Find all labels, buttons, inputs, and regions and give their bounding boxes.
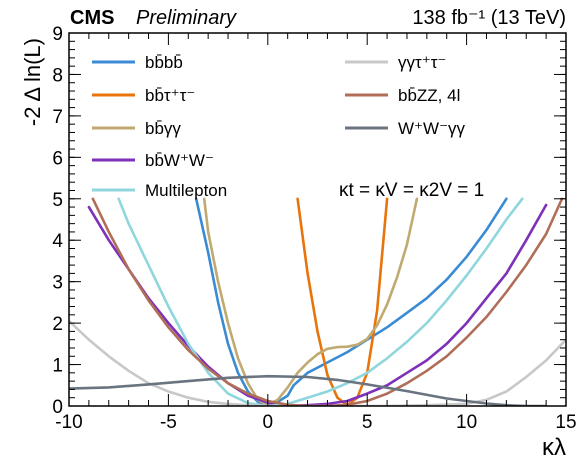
y-axis-label: -2 Δ ln(L)	[20, 38, 45, 126]
x-axis-label: κλ	[542, 434, 566, 461]
x-tick-label: -5	[160, 412, 177, 433]
series-line-4	[117, 197, 524, 406]
y-tick-label: 0	[52, 397, 63, 418]
legend-entry-label: Multilepton	[145, 181, 227, 200]
y-tick-label: 8	[52, 65, 63, 86]
coupling-annotation: κt = κV = κ2V = 1	[339, 180, 484, 201]
legend-entry-label: bb̄γγ	[145, 119, 181, 138]
legend-entry-label: bb̄ZZ, 4l	[398, 86, 460, 105]
y-tick-label: 4	[52, 231, 63, 252]
x-tick-label: 0	[263, 412, 274, 433]
y-tick-label: 3	[52, 273, 63, 294]
legend-entry-label: bb̄bb̄	[145, 53, 183, 72]
series-line-0	[194, 197, 508, 406]
series-line-6	[91, 197, 564, 406]
x-tick-label: -10	[55, 412, 82, 433]
header-luminosity-label: 138 fb⁻¹ (13 TeV)	[412, 7, 566, 29]
axis-ticks: -10 -5 0 5 10 15 0 1 2 3 4 5 6 7 8 9	[52, 24, 576, 433]
x-tick-label: 10	[456, 412, 477, 433]
series-line-2	[202, 197, 419, 406]
series-line-3	[87, 203, 548, 406]
series-line-5	[69, 319, 566, 406]
legend-entry-label: W⁺W⁻γγ	[398, 119, 466, 138]
x-tick-label: 15	[555, 412, 576, 433]
y-tick-label: 5	[52, 190, 63, 211]
header-preliminary-label: Preliminary	[136, 7, 237, 29]
y-tick-label: 1	[52, 356, 63, 377]
series-line-1	[296, 197, 389, 406]
curves-layer	[69, 197, 566, 406]
series-line-7	[69, 374, 548, 406]
x-tick-label: 5	[362, 412, 373, 433]
y-tick-label: 2	[52, 314, 63, 335]
legend-entry-label: γγτ⁺τ⁻	[398, 53, 446, 72]
legend-entry-label: bb̄τ⁺τ⁻	[145, 86, 195, 105]
legend-entry-label: bb̄W⁺W⁻	[145, 151, 214, 170]
plot-frame	[68, 32, 567, 407]
y-tick-label: 6	[52, 148, 63, 169]
header-cms-label: CMS	[70, 7, 114, 29]
y-tick-label: 7	[52, 107, 63, 128]
legend: bb̄bb̄ bb̄τ⁺τ⁻ bb̄γγ bb̄W⁺W⁻ Multilepton γγτ⁺…	[92, 53, 466, 200]
y-tick-label: 9	[52, 24, 63, 45]
